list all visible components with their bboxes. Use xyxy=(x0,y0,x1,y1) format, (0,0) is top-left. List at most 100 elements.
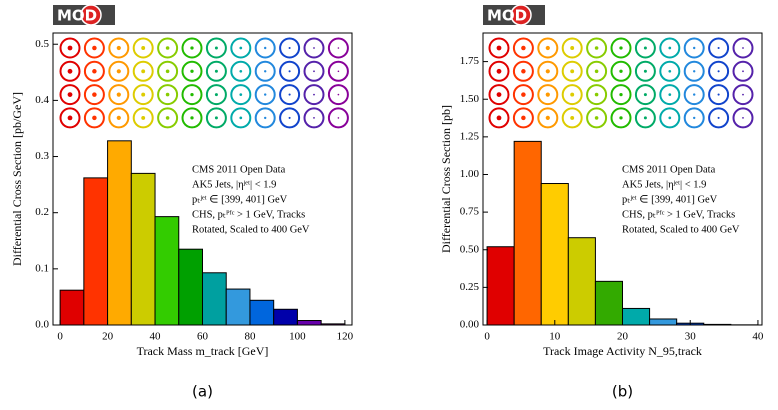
jet-core xyxy=(239,117,242,120)
x-tick-label: 60 xyxy=(197,331,209,343)
jet-core xyxy=(742,117,744,119)
jet-core xyxy=(595,116,599,120)
jet-core xyxy=(313,94,315,96)
y-tick-label: 0.75 xyxy=(460,206,480,218)
jet-core xyxy=(92,92,97,97)
x-tick-label: 0 xyxy=(57,331,63,343)
jet-core xyxy=(570,93,574,97)
annotation: AK5 Jets, |ηʲᵉᵗ| < 1.9 xyxy=(192,179,276,190)
y-tick-label: 1.75 xyxy=(460,55,480,67)
jet-core xyxy=(619,93,622,96)
x-tick-label: 0 xyxy=(484,331,490,343)
annotation: pₜʲᵉᵗ ∈ [399, 401] GeV xyxy=(622,194,718,205)
annotation: CHS, pₜᴾᶠᶜ > 1 GeV, Tracks xyxy=(192,209,305,220)
jet-core xyxy=(546,46,550,50)
jet-core xyxy=(313,117,315,119)
histogram-bar xyxy=(514,141,541,325)
jet-core xyxy=(264,47,266,49)
annotation: Rotated, Scaled to 400 GeV xyxy=(192,224,310,235)
jet-core xyxy=(693,93,695,95)
jet-core xyxy=(264,117,266,119)
jet-core xyxy=(215,93,218,96)
jet-core xyxy=(239,93,242,96)
panel-label: (b) xyxy=(612,383,633,401)
histogram-bar xyxy=(487,247,514,325)
histogram-bar xyxy=(203,273,227,325)
jet-core xyxy=(68,116,73,121)
histogram-bar xyxy=(274,309,298,325)
jet-core xyxy=(521,69,526,74)
jet-core xyxy=(289,94,291,96)
histogram-bar xyxy=(595,281,622,325)
jet-core xyxy=(215,70,218,73)
jet-core xyxy=(619,116,622,119)
y-tick-label: 0.3 xyxy=(35,150,49,162)
jet-core xyxy=(595,93,599,97)
jet-core xyxy=(289,47,291,49)
logo: MOD xyxy=(487,7,527,25)
y-tick-label: 0.1 xyxy=(35,262,49,274)
histogram-bar xyxy=(155,217,179,325)
x-axis-label: Track Mass m_track [GeV] xyxy=(137,344,269,358)
histogram-bar xyxy=(108,141,132,325)
jet-core xyxy=(68,46,73,51)
jet-core xyxy=(141,69,145,73)
jet-core xyxy=(239,47,242,50)
histogram-bar xyxy=(541,184,568,325)
y-axis-label: Differential Cross Section [pb/GeV] xyxy=(10,92,24,266)
jet-core xyxy=(718,47,720,49)
histogram-bar xyxy=(179,249,203,325)
jet-core xyxy=(570,69,574,73)
logo: MOD xyxy=(57,7,97,25)
jet-core xyxy=(570,46,574,50)
jet-core xyxy=(141,93,145,97)
jet-core xyxy=(313,47,315,49)
annotation: CMS 2011 Open Data xyxy=(622,164,716,175)
jet-core xyxy=(117,116,121,120)
jet-core xyxy=(166,93,170,97)
jet-core xyxy=(742,94,744,96)
histogram-bar xyxy=(131,173,155,325)
jet-core xyxy=(742,70,744,72)
jet-core xyxy=(338,94,340,96)
jet-core xyxy=(497,92,502,97)
x-tick-label: 80 xyxy=(244,331,256,343)
y-tick-label: 0.4 xyxy=(35,94,49,106)
jet-core xyxy=(141,46,145,50)
figure: 0204060801001200.00.10.20.30.40.5Track M… xyxy=(0,0,778,410)
annotation: CHS, pₜᴾᶠᶜ > 1 GeV, Tracks xyxy=(622,209,735,220)
jet-core xyxy=(68,69,73,74)
jet-core xyxy=(215,116,218,119)
y-tick-label: 0.5 xyxy=(35,38,49,50)
x-tick-label: 20 xyxy=(102,331,114,343)
jet-core xyxy=(497,46,502,51)
x-tick-label: 120 xyxy=(337,331,354,343)
jet-core xyxy=(68,92,73,97)
panel-label: (a) xyxy=(192,383,213,401)
histogram-bar xyxy=(250,300,274,325)
jet-core xyxy=(546,93,550,97)
jet-core xyxy=(619,70,622,73)
jet-core xyxy=(117,69,121,73)
jet-core xyxy=(190,116,193,119)
jet-core xyxy=(595,70,599,74)
x-tick-label: 40 xyxy=(150,331,162,343)
y-axis-label: Differential Cross Section [pb] xyxy=(439,105,453,253)
jet-core xyxy=(190,70,193,73)
jet-core xyxy=(289,117,291,119)
jet-core xyxy=(497,116,502,121)
annotation: Rotated, Scaled to 400 GeV xyxy=(622,224,740,235)
jet-core xyxy=(521,116,526,121)
y-tick-label: 0.0 xyxy=(35,319,49,331)
jet-core xyxy=(718,117,720,119)
histogram-bar xyxy=(623,308,650,325)
jet-core xyxy=(166,116,170,120)
jet-core xyxy=(338,71,340,73)
histogram-bar xyxy=(568,238,595,325)
jet-core xyxy=(92,46,97,51)
jet-core xyxy=(289,70,291,72)
jet-core xyxy=(338,47,340,49)
jet-core xyxy=(117,46,121,50)
jet-core xyxy=(644,93,647,96)
jet-core xyxy=(668,93,671,96)
